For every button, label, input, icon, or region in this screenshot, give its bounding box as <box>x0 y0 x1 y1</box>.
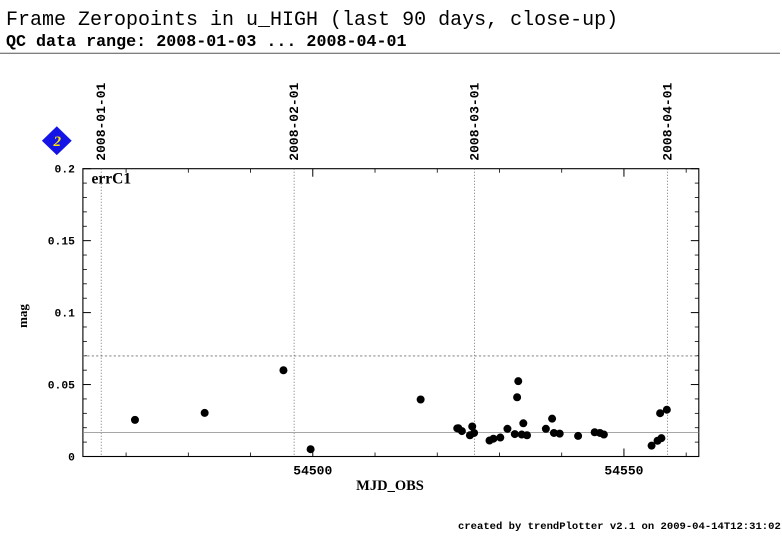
svg-text:QC data range: 2008-01-03 ...: QC data range: 2008-01-03 ... 2008-04-01 <box>6 33 407 52</box>
svg-text:0.15: 0.15 <box>48 237 75 249</box>
svg-text:mag: mag <box>15 304 30 328</box>
svg-text:2008-02-01: 2008-02-01 <box>287 82 302 160</box>
svg-text:2008-04-01: 2008-04-01 <box>661 82 676 160</box>
svg-text:54500: 54500 <box>293 464 332 479</box>
svg-text:errC1: errC1 <box>92 171 132 188</box>
svg-text:2008-03-01: 2008-03-01 <box>468 82 483 160</box>
svg-text:MJD_OBS: MJD_OBS <box>356 478 424 494</box>
svg-text:0: 0 <box>68 453 75 465</box>
svg-text:0.05: 0.05 <box>48 381 75 393</box>
svg-text:0.1: 0.1 <box>55 309 76 321</box>
svg-text:54550: 54550 <box>604 464 643 479</box>
svg-text:Frame Zeropoints in u_HIGH (la: Frame Zeropoints in u_HIGH (last 90 days… <box>6 9 618 32</box>
svg-text:2008-01-01: 2008-01-01 <box>94 82 109 160</box>
svg-text:created by trendPlotter v2.1 o: created by trendPlotter v2.1 on 2009-04-… <box>458 521 781 533</box>
svg-text:2: 2 <box>53 134 62 150</box>
svg-text:0.2: 0.2 <box>55 165 76 177</box>
